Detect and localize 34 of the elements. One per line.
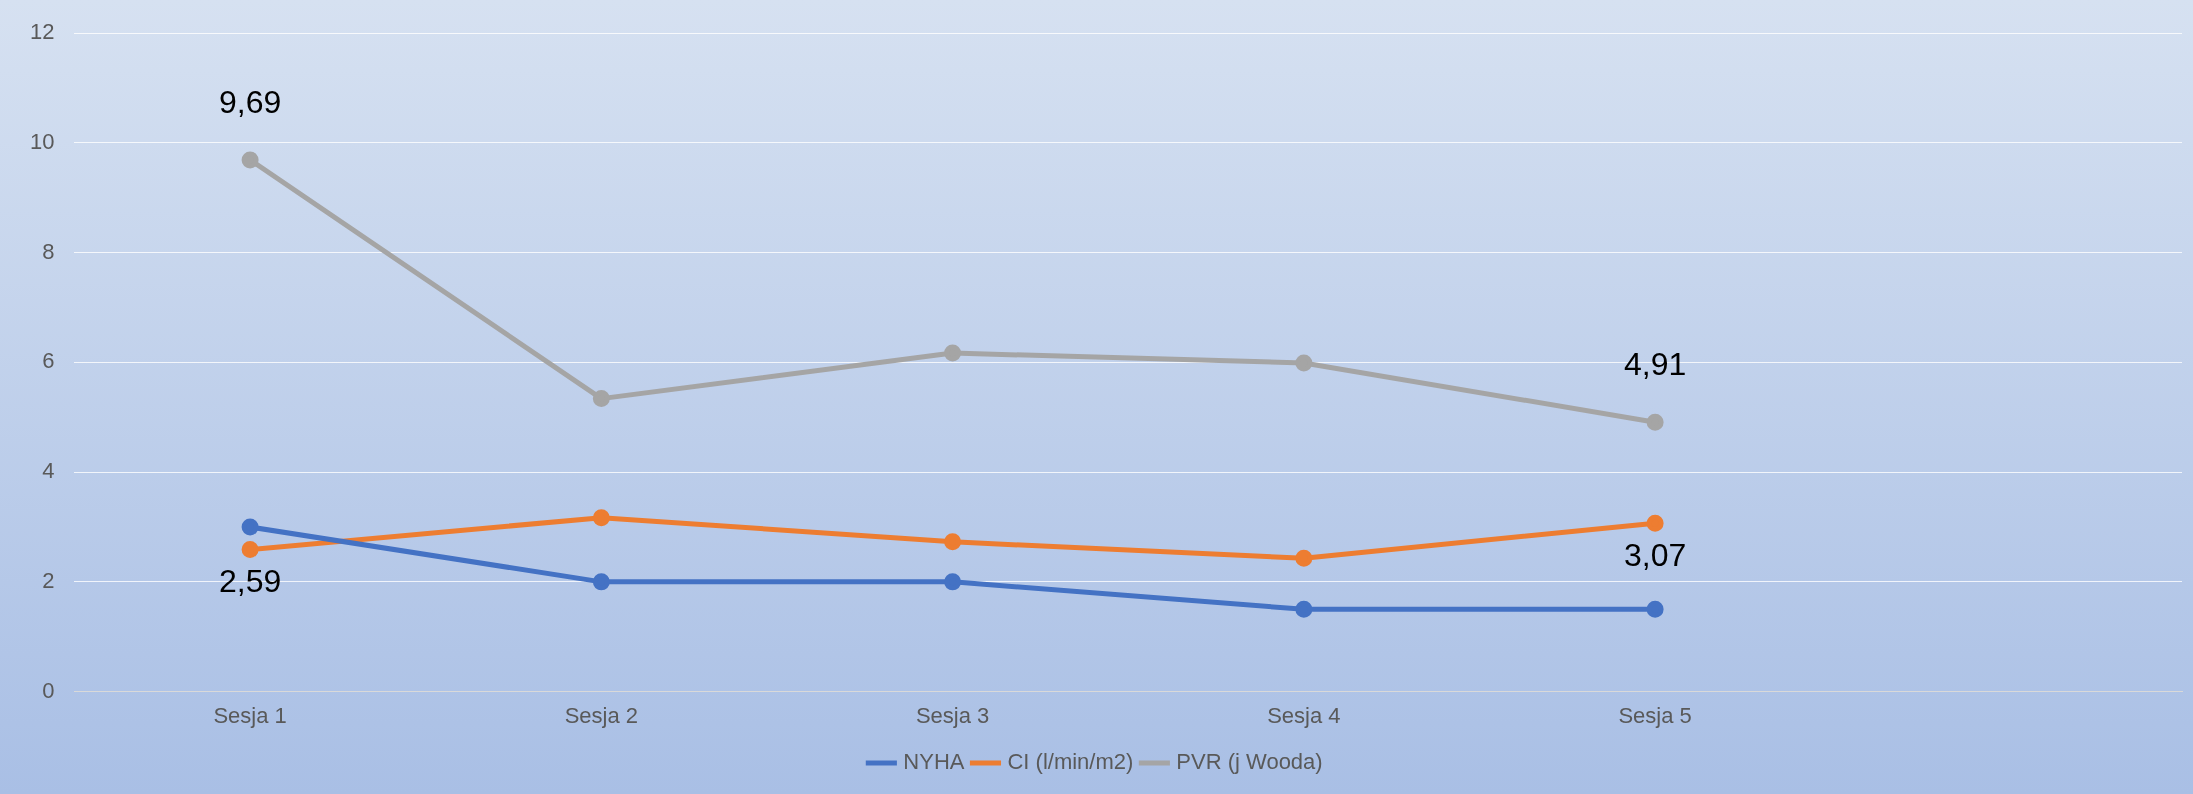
point <box>1295 354 1313 372</box>
data-label: 9,69 <box>218 83 282 120</box>
y-tick-label: 0 <box>42 677 55 703</box>
y-tick-label: 12 <box>29 19 55 45</box>
x-tick-label: Sesja 4 <box>1267 702 1341 728</box>
x-tick-label: Sesja 1 <box>213 702 287 728</box>
point <box>1295 549 1313 567</box>
y-tick-label: 10 <box>29 129 55 154</box>
y-tick-label: 6 <box>42 348 55 374</box>
y-tick-label: 4 <box>42 458 55 484</box>
data-label: 2,59 <box>218 563 282 600</box>
point <box>1646 514 1664 532</box>
legend-label: CI (l/min/m2) <box>1007 749 1134 775</box>
point <box>944 573 962 591</box>
x-tick-label: Sesja 5 <box>1618 702 1692 728</box>
point <box>241 541 259 558</box>
y-tick-label: 8 <box>42 238 55 264</box>
legend-label: NYHA <box>903 749 965 775</box>
point <box>592 509 610 527</box>
point <box>592 390 610 408</box>
y-tick-label: 2 <box>42 567 55 593</box>
point <box>944 344 962 362</box>
point <box>241 518 259 536</box>
point <box>1646 600 1664 618</box>
point <box>592 573 610 591</box>
point <box>1295 600 1313 618</box>
point <box>1646 413 1664 431</box>
point <box>241 151 259 169</box>
x-tick-label: Sesja 2 <box>564 702 639 728</box>
data-label: 3,07 <box>1623 536 1687 573</box>
data-label: 4,91 <box>1623 346 1687 383</box>
x-tick-label: Sesja 3 <box>915 702 990 728</box>
legend-label: PVR (j Wooda) <box>1176 749 1323 775</box>
point <box>944 533 962 551</box>
